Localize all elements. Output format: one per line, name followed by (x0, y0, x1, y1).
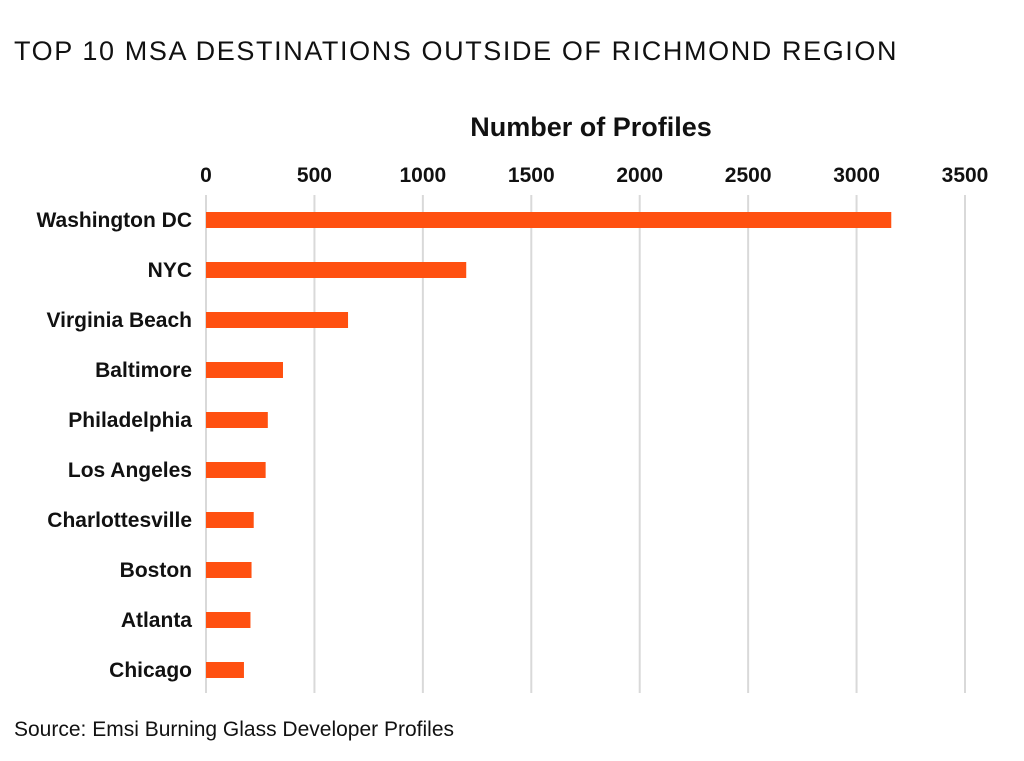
bar (206, 412, 268, 428)
x-tick-label: 1000 (399, 164, 446, 187)
x-tick-label: 500 (297, 164, 332, 187)
x-axis-title: Number of Profiles (470, 112, 712, 142)
x-tick-label: 2000 (616, 164, 663, 187)
category-label: Virginia Beach (46, 309, 192, 332)
category-label: Los Angeles (68, 459, 192, 482)
x-axis-ticks: 0 500 1000 1500 2000 2500 3000 3500 (200, 164, 988, 187)
category-label: Washington DC (36, 209, 192, 232)
category-label: Philadelphia (68, 409, 192, 432)
bar (206, 662, 244, 678)
x-tick-label: 2500 (725, 164, 772, 187)
bar (206, 512, 254, 528)
bar (206, 212, 892, 228)
x-tick-label: 1500 (508, 164, 555, 187)
bar (206, 312, 349, 328)
x-tick-label: 0 (200, 164, 212, 187)
x-tick-label: 3000 (833, 164, 880, 187)
bar (206, 262, 467, 278)
bar (206, 462, 266, 478)
category-label: Chicago (109, 659, 192, 682)
category-label: NYC (148, 259, 192, 282)
chart-source: Source: Emsi Burning Glass Developer Pro… (14, 718, 455, 741)
category-label: Boston (120, 559, 192, 582)
category-label: Charlottesville (47, 509, 192, 532)
category-labels: Washington DC NYC Virginia Beach Baltimore P… (36, 209, 192, 682)
bar (206, 362, 283, 378)
bar (206, 612, 251, 628)
x-tick-label: 3500 (942, 164, 989, 187)
bars (206, 212, 892, 678)
category-label: Atlanta (121, 609, 192, 632)
bar (206, 562, 252, 578)
category-label: Baltimore (95, 359, 192, 382)
chart-title: TOP 10 MSA DESTINATIONS OUTSIDE OF RICHM… (14, 36, 899, 66)
